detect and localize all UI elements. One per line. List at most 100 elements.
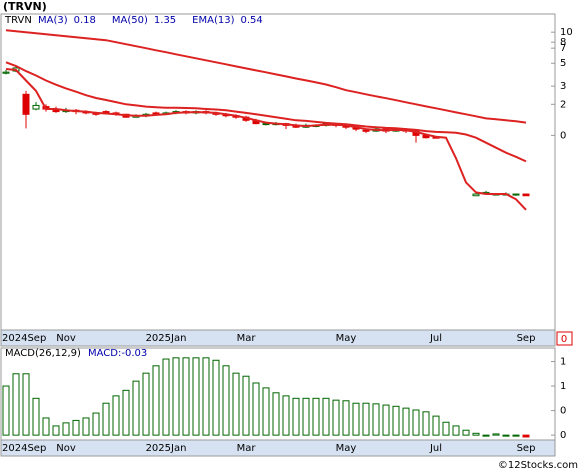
legend-name: MA(50) [112, 15, 148, 26]
corner-box [556, 331, 573, 346]
macd-bar [432, 415, 440, 436]
macd-bar [62, 422, 70, 436]
x-tick-label: Sep [517, 443, 536, 454]
macd-bar [172, 357, 180, 436]
macd-bar [52, 425, 60, 436]
macd-bar [392, 405, 400, 436]
y-tick-label: 0 [560, 406, 566, 417]
y-tick-label: 3 [560, 81, 566, 92]
legend-value: 1.35 [154, 15, 176, 26]
x-tick-label: Nov [56, 333, 76, 344]
ma-line [5, 68, 527, 211]
macd-bar [12, 373, 20, 436]
macd-bar [312, 397, 320, 436]
ticker: TRVN [4, 15, 32, 26]
macd-bar [422, 411, 430, 436]
macd-bar [82, 417, 90, 436]
y-tick-label: 8 [560, 37, 566, 48]
macd-bar [482, 434, 490, 437]
macd-bar [412, 409, 420, 436]
y-tick-label: 0 [560, 430, 566, 441]
candle-body [362, 129, 370, 132]
macd-bar [462, 429, 470, 436]
macd-bar [242, 375, 250, 436]
x-tick-label: Mar [237, 443, 257, 454]
legend-value: 0.18 [74, 15, 96, 26]
macd-bar [262, 387, 270, 436]
macd-bar [22, 373, 30, 436]
macd-bar [352, 402, 360, 436]
macd-bar [182, 357, 190, 436]
macd-legend: MACD:-0.03 [88, 348, 147, 359]
y-tick-label: 5 [560, 58, 566, 69]
x-tick-label: May [336, 333, 357, 344]
macd-bar [512, 434, 520, 437]
macd-bar [72, 419, 80, 436]
macd-bar [222, 365, 230, 436]
y-tick-label: 2 [560, 99, 566, 110]
x-tick-label: Sep [517, 333, 536, 344]
macd-bar [142, 372, 150, 436]
macd-bar [232, 372, 240, 436]
title: (TRVN) [3, 0, 47, 13]
y-tick-label: 1 [560, 357, 566, 368]
macd-bar [362, 402, 370, 436]
y-tick-label: 0 [560, 130, 566, 141]
footer: ©12Stocks.com [498, 460, 578, 471]
macd-bar [102, 402, 110, 436]
macd-bar [332, 399, 340, 436]
macd-bar [132, 380, 140, 436]
x-tick-label: Jul [429, 333, 442, 344]
macd-bar [452, 425, 460, 436]
ma-line [5, 61, 527, 163]
macd-bar [92, 412, 100, 436]
macd-bar [2, 385, 10, 436]
corner-label: 0 [561, 334, 567, 345]
legend-name: EMA(13) [192, 15, 234, 26]
macd-bar [302, 397, 310, 436]
ma-line [5, 29, 527, 124]
macd-bar [252, 382, 260, 436]
macd-bar [382, 404, 390, 436]
macd-bar [282, 395, 290, 436]
y-tick-label: 1 [560, 381, 566, 392]
macd-bar [272, 392, 280, 436]
macd-bar [292, 397, 300, 436]
y-tick-label: 10 [560, 27, 573, 38]
macd-bar [112, 395, 120, 436]
x-tick-label: Nov [56, 443, 76, 454]
macd-bar [322, 397, 330, 436]
macd-axis-band [0, 439, 556, 457]
macd-bar [442, 421, 450, 436]
candle-body [262, 123, 270, 126]
macd-bar [472, 432, 480, 436]
x-tick-label: Jul [429, 443, 442, 454]
x-tick-label: 2024Sep [2, 333, 46, 344]
x-tick-label: 2025Jan [146, 443, 187, 454]
candle-body [22, 93, 30, 115]
macd-bar [492, 433, 500, 436]
price-panel [0, 13, 556, 331]
macd-bar [502, 434, 510, 437]
x-tick-label: 2024Sep [2, 443, 46, 454]
candle-body [512, 193, 520, 196]
price-axis-band [0, 329, 556, 347]
macd-bar [32, 397, 40, 436]
macd-bar [192, 357, 200, 436]
macd-bar [342, 400, 350, 436]
macd-name: MACD(26,12,9) [5, 348, 81, 359]
legend-name: MA(3) [38, 15, 68, 26]
x-tick-label: Mar [237, 333, 257, 344]
candle-body [32, 104, 40, 110]
y-tick-label: 7 [560, 43, 566, 54]
macd-bar [212, 359, 220, 436]
macd-bar [152, 365, 160, 436]
legend-value: 0.54 [241, 15, 263, 26]
x-tick-label: May [336, 443, 357, 454]
macd-bar [402, 407, 410, 436]
macd-bar [202, 357, 210, 436]
macd-bar [372, 403, 380, 436]
candle-body [472, 193, 480, 197]
macd-bar [162, 358, 170, 436]
macd-bar [122, 389, 130, 436]
